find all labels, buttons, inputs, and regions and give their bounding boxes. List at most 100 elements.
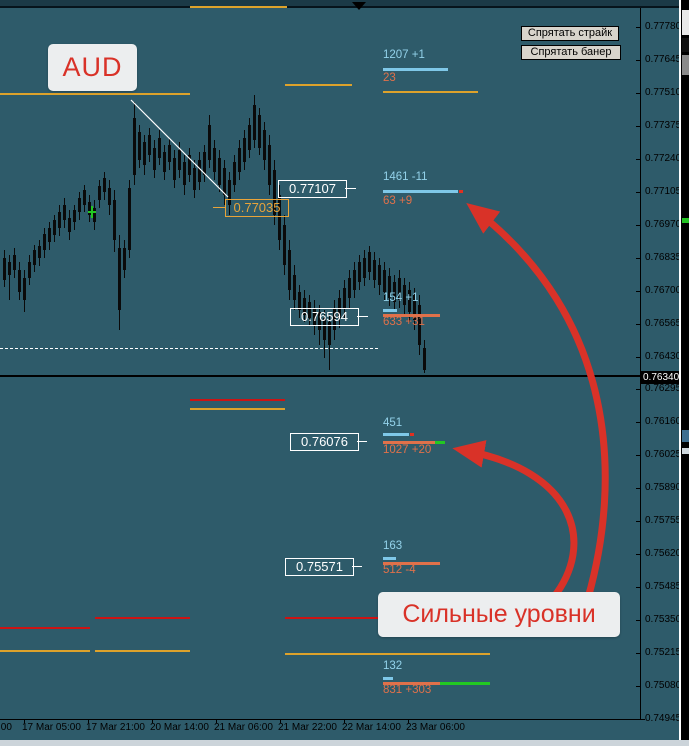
hide-strike-button[interactable]: Спрятать страйк (521, 26, 619, 41)
level-line[interactable] (383, 433, 409, 436)
level-line[interactable] (383, 91, 478, 93)
price-axis-tick (636, 191, 641, 193)
level-volume-label[interactable]: 1207 +1 (383, 49, 425, 61)
strike-line[interactable] (285, 84, 352, 86)
candlestick (18, 270, 21, 292)
price-level-box[interactable]: 0.77035 (225, 199, 289, 217)
price-axis-label: 0.76025 (645, 449, 682, 461)
price-level-tick (345, 188, 356, 189)
level-volume-label[interactable]: 512 -4 (383, 564, 416, 576)
time-axis-tick (24, 719, 25, 723)
level-line[interactable] (383, 68, 448, 71)
level-volume-label[interactable]: 633 +31 (383, 316, 425, 328)
level-line[interactable] (383, 562, 440, 565)
candlestick (353, 270, 356, 290)
price-level-box[interactable]: 0.75571 (285, 558, 354, 576)
candlestick (378, 265, 381, 285)
level-volume-label[interactable]: 154 +1 (383, 292, 419, 304)
level-line-end-dot (410, 433, 414, 436)
price-level-box[interactable]: 0.76594 (290, 308, 359, 326)
hide-banner-button[interactable]: Спрятать банер (521, 45, 621, 60)
strike-line[interactable] (190, 399, 285, 401)
candlestick (388, 276, 391, 298)
strike-line[interactable] (190, 6, 287, 8)
price-axis-tick (636, 92, 641, 94)
candlestick (173, 158, 176, 180)
level-line[interactable] (383, 557, 396, 560)
price-axis-tick (636, 422, 641, 424)
price-axis-tick (636, 620, 641, 622)
candlestick (248, 125, 251, 150)
level-line[interactable] (383, 682, 440, 685)
time-axis-tick (152, 719, 153, 723)
price-axis-label: 0.77105 (645, 185, 682, 197)
price-axis-tick (636, 488, 641, 490)
strike-line[interactable] (285, 653, 490, 655)
level-volume-label[interactable]: 451 (383, 417, 403, 429)
price-axis-label: 0.75890 (645, 482, 682, 494)
strike-line[interactable] (0, 627, 90, 629)
price-level-tick (213, 207, 225, 208)
level-volume-label[interactable]: 23 (383, 72, 396, 84)
price-axis-tick (636, 27, 641, 28)
candlestick (243, 138, 246, 162)
window-bottom-edge (0, 740, 689, 746)
candlestick (103, 178, 106, 192)
candlestick (283, 225, 286, 265)
candlestick (223, 168, 226, 195)
level-line[interactable] (383, 314, 440, 317)
top-border-line (0, 6, 689, 8)
strike-line[interactable] (95, 617, 190, 619)
symbol-label[interactable]: AUD (48, 44, 137, 91)
strike-line[interactable] (0, 650, 90, 652)
level-volume-label[interactable]: 831 +303 (383, 684, 432, 696)
time-axis-line (0, 719, 645, 720)
strike-line[interactable] (190, 408, 285, 410)
level-line[interactable] (383, 309, 397, 312)
dashed-price-line[interactable] (0, 348, 378, 349)
level-volume-label[interactable]: 1027 +20 (383, 444, 432, 456)
green-marker-icon (88, 211, 96, 213)
background-window-fragment (682, 448, 689, 454)
candlestick (323, 318, 326, 340)
level-volume-label[interactable]: 132 (383, 660, 403, 672)
candlestick (393, 282, 396, 302)
candlestick (278, 195, 281, 240)
candlestick (158, 138, 161, 158)
candlestick (218, 158, 221, 185)
price-level-box[interactable]: 0.76076 (290, 433, 359, 451)
strong-levels-label[interactable]: Сильные уровни (378, 592, 620, 637)
candlestick (68, 218, 71, 232)
level-volume-label[interactable]: 163 (383, 540, 403, 552)
price-axis-label: 0.75620 (645, 548, 682, 560)
candlestick (108, 188, 111, 205)
level-volume-label[interactable]: 63 +9 (383, 195, 413, 207)
strike-line[interactable] (95, 650, 190, 652)
level-line[interactable] (383, 441, 435, 444)
background-window-fragment (682, 218, 689, 223)
strike-line[interactable] (0, 93, 190, 95)
time-axis-label: 23 Mar 06:00 (406, 722, 465, 733)
candlestick (253, 105, 256, 140)
candlestick (123, 248, 126, 270)
callout-arrow-lower[interactable] (452, 440, 578, 602)
level-volume-label[interactable]: 1461 -11 (383, 171, 428, 183)
level-line[interactable] (383, 677, 393, 680)
candlestick (143, 142, 146, 165)
candlestick (128, 188, 131, 250)
level-line[interactable] (383, 190, 458, 193)
price-level-box[interactable]: 0.77107 (278, 180, 347, 198)
price-axis-tick (636, 455, 641, 457)
callout-arrow-upper[interactable] (466, 203, 609, 602)
candlestick (298, 292, 301, 310)
candlestick (23, 278, 26, 300)
candlestick (373, 260, 376, 280)
candlestick (78, 198, 81, 212)
price-axis-label: 0.77780 (645, 21, 682, 32)
price-axis-label: 0.77510 (645, 86, 682, 98)
candlestick (63, 205, 66, 220)
strike-line[interactable] (285, 617, 378, 619)
plot-right-border (640, 8, 641, 720)
time-axis-label: 17 Mar 21:00 (86, 722, 145, 733)
